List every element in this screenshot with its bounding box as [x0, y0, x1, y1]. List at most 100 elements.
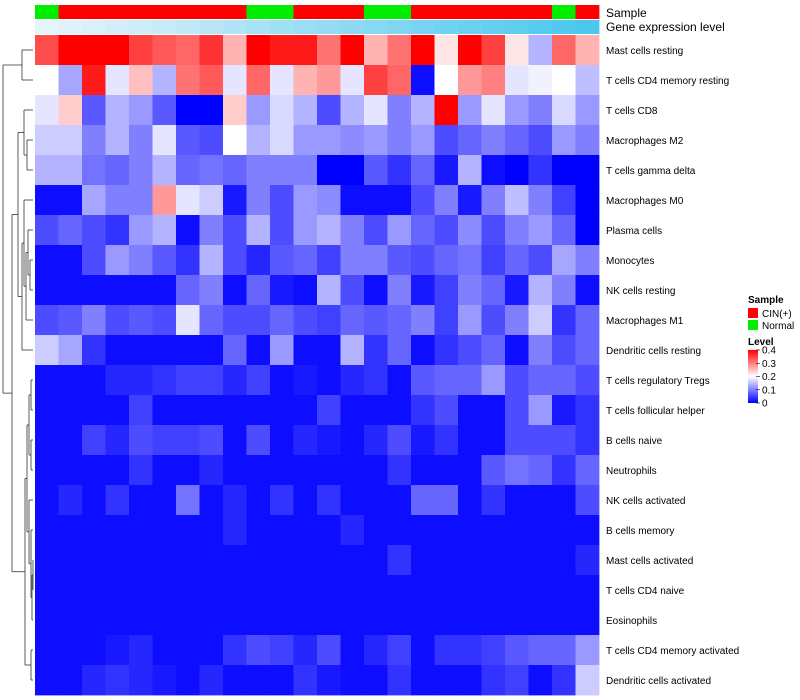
heatmap-cell: [458, 545, 482, 576]
heatmap-cell: [434, 215, 459, 246]
heatmap-cell: [528, 155, 553, 186]
sample-annotation-cell: [481, 5, 506, 19]
heatmap-cell: [458, 155, 482, 186]
heatmap-cell: [317, 185, 341, 216]
heatmap-cell: [105, 35, 130, 66]
heatmap-cell: [270, 335, 294, 366]
heatmap-cell: [223, 455, 247, 486]
row-dendrogram: [2, 49, 34, 681]
row-label: B cells naive: [606, 436, 663, 447]
heatmap-cell: [129, 95, 153, 126]
heatmap-cell: [293, 35, 318, 66]
heatmap-cell: [129, 245, 153, 276]
heatmap-cell: [505, 455, 529, 486]
heatmap-cell: [246, 425, 271, 456]
heatmap-cell: [552, 635, 576, 666]
row-label: T cells regulatory Tregs: [606, 376, 710, 387]
heatmap-cell: [411, 425, 435, 456]
heatmap-cell: [481, 215, 506, 246]
heatmap-cell: [105, 155, 130, 186]
heatmap-cell: [458, 575, 482, 606]
row-label: Dendritic cells resting: [606, 346, 701, 357]
heatmap-cell: [411, 545, 435, 576]
heatmap-cell: [129, 455, 153, 486]
row-label: Dendritic cells activated: [606, 676, 711, 687]
heatmap-cell: [575, 95, 600, 126]
heatmap-cell: [364, 455, 388, 486]
heatmap-cell: [152, 335, 177, 366]
row-label: NK cells resting: [606, 286, 675, 297]
legend-tick-label: 0.4: [762, 346, 776, 357]
heatmap-cell: [35, 155, 59, 186]
heatmap-cell: [293, 575, 318, 606]
heatmap-cell: [129, 545, 153, 576]
heatmap-cell: [340, 605, 365, 636]
heatmap-cell: [223, 245, 247, 276]
heatmap-cell: [387, 665, 412, 696]
heatmap-cell: [105, 575, 130, 606]
heatmap-cell: [364, 305, 388, 336]
heatmap-cell: [340, 215, 365, 246]
heatmap-cell: [105, 215, 130, 246]
heatmap-cell: [434, 635, 459, 666]
heatmap-cell: [481, 605, 506, 636]
heatmap-cell: [176, 635, 200, 666]
heatmap-cell: [152, 185, 177, 216]
row-label: B cells memory: [606, 526, 674, 537]
heatmap-cell: [505, 365, 529, 396]
heatmap-cell: [246, 365, 271, 396]
heatmap-cell: [176, 65, 200, 96]
heatmap-cell: [58, 35, 83, 66]
heatmap-cell: [293, 275, 318, 306]
heatmap-cell: [105, 125, 130, 156]
heatmap-cell: [387, 635, 412, 666]
heatmap-cell: [270, 365, 294, 396]
heatmap-cell: [575, 245, 600, 276]
heatmap-cell: [387, 65, 412, 96]
heatmap-cell: [528, 95, 553, 126]
legend-tick-label: 0.3: [762, 359, 776, 370]
heatmap-cell: [434, 125, 459, 156]
expression-annotation-cell: [575, 20, 600, 34]
heatmap-cell: [528, 185, 553, 216]
heatmap-cell: [129, 275, 153, 306]
heatmap-cell: [387, 425, 412, 456]
heatmap-cell: [82, 635, 106, 666]
heatmap-cell: [270, 185, 294, 216]
heatmap-cell: [458, 335, 482, 366]
heatmap-cell: [199, 305, 224, 336]
heatmap-cell: [505, 65, 529, 96]
heatmap-cell: [340, 65, 365, 96]
heatmap-cell: [152, 515, 177, 546]
heatmap-cell: [528, 635, 553, 666]
heatmap-cell: [411, 515, 435, 546]
heatmap-cell: [58, 395, 83, 426]
heatmap-cell: [317, 425, 341, 456]
heatmap-cell: [528, 245, 553, 276]
heatmap-cell: [317, 245, 341, 276]
heatmap-cell: [364, 635, 388, 666]
heatmap-cell: [575, 425, 600, 456]
heatmap-cell: [35, 485, 59, 516]
heatmap-cell: [58, 185, 83, 216]
heatmap-cell: [528, 35, 553, 66]
heatmap-cell: [152, 545, 177, 576]
heatmap-cell: [575, 485, 600, 516]
row-label: Monocytes: [606, 256, 654, 267]
heatmap-cell: [35, 605, 59, 636]
heatmap-cell: [199, 125, 224, 156]
heatmap-cell: [152, 635, 177, 666]
heatmap-cell: [152, 575, 177, 606]
heatmap-cell: [129, 335, 153, 366]
heatmap-cell: [105, 545, 130, 576]
heatmap-cell: [505, 395, 529, 426]
heatmap-cell: [223, 635, 247, 666]
expression-annotation-cell: [82, 20, 106, 34]
heatmap-cell: [387, 35, 412, 66]
heatmap-cell: [152, 65, 177, 96]
heatmap-cell: [293, 305, 318, 336]
heatmap-cell: [575, 665, 600, 696]
heatmap-cell: [458, 515, 482, 546]
heatmap-cell: [434, 275, 459, 306]
